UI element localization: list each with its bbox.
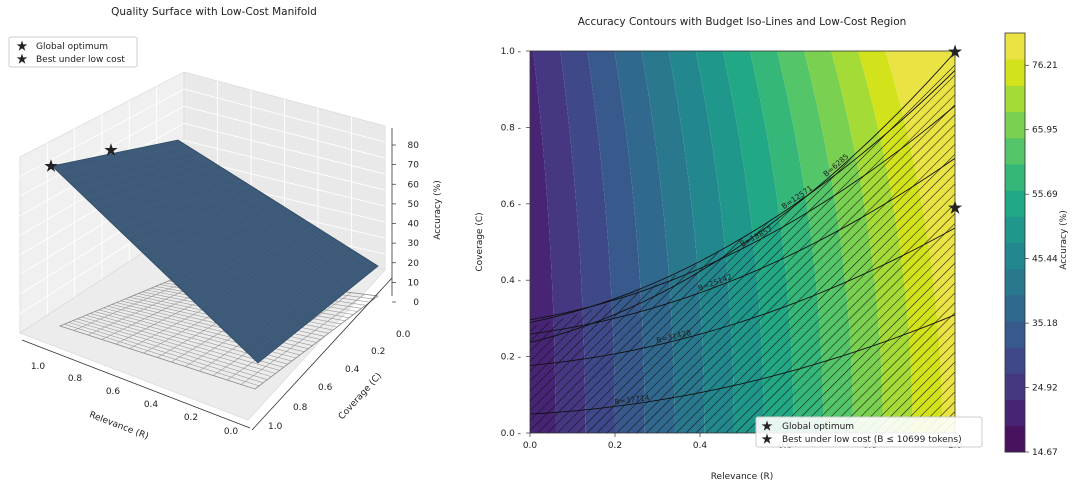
coverage-tick: 0.0 - bbox=[501, 429, 521, 439]
colorbar-segment bbox=[1005, 59, 1025, 86]
global-optimum-marker: ★ bbox=[948, 42, 962, 61]
legend-global-optimum-icon: ★ bbox=[17, 39, 28, 53]
accuracy-axis-label: Accuracy (%) bbox=[433, 180, 443, 240]
coverage-axis-label: Coverage (C) bbox=[475, 212, 485, 271]
colorbar-segment bbox=[1005, 112, 1025, 139]
accuracy-ticks: 0 10 20 30 40 50 60 70 80 bbox=[392, 141, 419, 308]
colorbar-segment bbox=[1005, 190, 1025, 217]
colorbar-segment bbox=[1005, 85, 1025, 112]
colorbar-segment bbox=[1005, 269, 1025, 296]
colorbar-segment bbox=[1005, 33, 1025, 60]
legend-global-optimum: Global optimum bbox=[36, 42, 108, 52]
colorbar-tick: 24.92 bbox=[1032, 384, 1058, 394]
relevance-axis-label: Relevance (R) bbox=[88, 410, 150, 442]
relevance-tick: 0.2 bbox=[608, 441, 622, 451]
accuracy-tick: 10 bbox=[408, 278, 420, 288]
accuracy-tick: 0 bbox=[413, 298, 419, 308]
colorbar-segment bbox=[1005, 347, 1025, 374]
global-optimum-marker: ★ bbox=[44, 157, 57, 175]
legend-best-low-cost-icon: ★ bbox=[762, 432, 773, 446]
coverage-tick: 1.0 bbox=[268, 422, 283, 432]
colorbar-segment bbox=[1005, 321, 1025, 348]
contour-legend: ★ Global optimum ★ Best under low cost (… bbox=[756, 417, 982, 447]
colorbar-tick: 45.44 bbox=[1032, 255, 1058, 265]
relevance-tick: 0.0 bbox=[523, 441, 538, 451]
colorbar-tick: 55.69 bbox=[1032, 190, 1058, 200]
contour-title: Accuracy Contours with Budget Iso-Lines … bbox=[578, 16, 907, 28]
colorbar-tick: 76.21 bbox=[1032, 61, 1058, 71]
accuracy-tick: 50 bbox=[408, 200, 420, 210]
legend-best-low-cost: Best under low cost (B ≤ 10699 tokens) bbox=[782, 435, 962, 445]
colorbar-segment bbox=[1005, 295, 1025, 322]
legend-best-low-cost: Best under low cost bbox=[36, 55, 125, 65]
coverage-tick: 0.4 - bbox=[501, 276, 521, 286]
surface-legend: ★ Global optimum ★ Best under low cost bbox=[9, 37, 137, 67]
colorbar-segment bbox=[1005, 426, 1025, 453]
relevance-tick: 0.6 bbox=[106, 387, 121, 397]
colorbar-label: Accuracy (%) bbox=[1059, 210, 1069, 270]
relevance-tick: 0.4 bbox=[144, 400, 159, 410]
colorbar-segment bbox=[1005, 138, 1025, 165]
colorbar-tick: 65.95 bbox=[1032, 126, 1058, 136]
relevance-axis-label: Relevance (R) bbox=[711, 472, 774, 482]
contour-panel: Accuracy Contours with Budget Iso-Lines … bbox=[318, 16, 1080, 482]
accuracy-tick: 40 bbox=[408, 220, 420, 230]
coverage-tick: 0.8 - bbox=[501, 123, 521, 133]
coverage-tick: 0.0 bbox=[396, 330, 411, 340]
relevance-tick: 0.8 bbox=[68, 374, 83, 384]
colorbar-segment bbox=[1005, 216, 1025, 243]
surface-title: Quality Surface with Low-Cost Manifold bbox=[111, 6, 317, 18]
accuracy-tick: 30 bbox=[408, 239, 420, 249]
relevance-tick: 1.0 bbox=[31, 362, 46, 372]
relevance-tick: 0.2 bbox=[184, 413, 198, 423]
relevance-tick: 0.0 bbox=[224, 427, 239, 437]
colorbar-segment bbox=[1005, 373, 1025, 400]
coverage-tick: 0.8 bbox=[293, 403, 308, 413]
colorbar-segment bbox=[1005, 164, 1025, 191]
colorbar-tick: 35.18 bbox=[1032, 319, 1058, 329]
accuracy-tick: 20 bbox=[408, 259, 420, 269]
colorbar bbox=[1005, 33, 1025, 453]
accuracy-tick: 70 bbox=[408, 161, 420, 171]
coverage-tick: 1.0 - bbox=[501, 47, 521, 57]
legend-best-low-cost-icon: ★ bbox=[17, 52, 28, 66]
coverage-tick: 0.2 - bbox=[501, 353, 521, 363]
coverage-axis-label: Coverage (C) bbox=[337, 371, 384, 422]
legend-global-optimum-icon: ★ bbox=[762, 419, 773, 433]
best-low-cost-marker: ★ bbox=[104, 141, 117, 159]
coverage-tick: 0.4 bbox=[345, 365, 360, 375]
surface-panel: Quality Surface with Low-Cost Manifold 1… bbox=[9, 6, 443, 442]
relevance-tick: 0.4 bbox=[693, 441, 708, 451]
best-low-cost-marker: ★ bbox=[948, 198, 962, 217]
coverage-tick: 0.6 - bbox=[501, 200, 521, 210]
legend-global-optimum: Global optimum bbox=[782, 422, 854, 432]
colorbar-segment bbox=[1005, 243, 1025, 270]
accuracy-tick: 60 bbox=[408, 180, 420, 190]
colorbar-tick: 14.67 bbox=[1032, 448, 1058, 458]
coverage-tick: 0.6 bbox=[318, 383, 333, 393]
colorbar-ticks: 14.67 24.92 35.18 45.44 55.69 65.95 76.21 bbox=[1025, 61, 1058, 458]
coverage-ticks: 0.0 - 0.2 - 0.4 - 0.6 - 0.8 - 1.0 - bbox=[501, 47, 530, 439]
coverage-tick: 0.2 bbox=[371, 347, 385, 357]
colorbar-segment bbox=[1005, 400, 1025, 427]
accuracy-tick: 80 bbox=[408, 141, 420, 151]
